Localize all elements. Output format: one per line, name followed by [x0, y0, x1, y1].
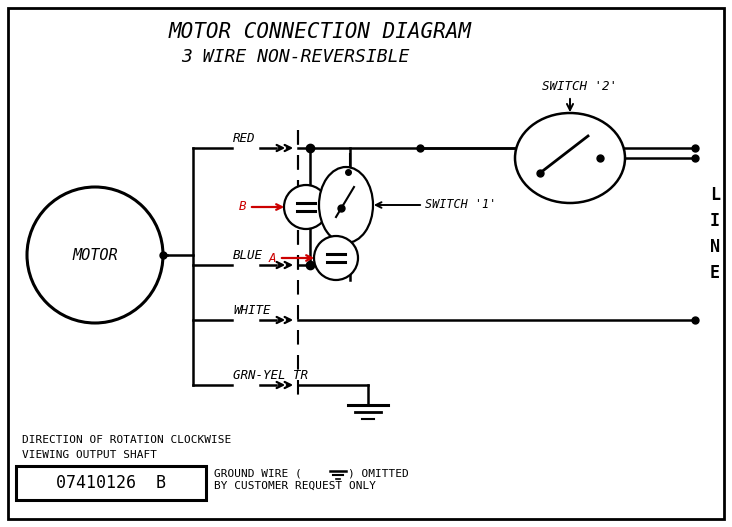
Text: DIRECTION OF ROTATION CLOCKWISE: DIRECTION OF ROTATION CLOCKWISE [22, 435, 231, 445]
Text: BLUE: BLUE [233, 249, 263, 262]
Circle shape [284, 185, 328, 229]
Text: WHITE: WHITE [233, 304, 271, 317]
Text: MOTOR: MOTOR [72, 248, 118, 262]
Text: SWITCH '1': SWITCH '1' [425, 199, 496, 211]
Ellipse shape [515, 113, 625, 203]
Text: 3 WIRE NON-REVERSIBLE: 3 WIRE NON-REVERSIBLE [181, 48, 409, 66]
Text: RED: RED [233, 132, 255, 145]
Text: B: B [239, 200, 246, 213]
Text: ) OMITTED: ) OMITTED [348, 468, 408, 478]
Ellipse shape [319, 167, 373, 243]
Text: GRN-YEL TR: GRN-YEL TR [233, 369, 308, 382]
Text: I: I [710, 212, 720, 230]
Text: GROUND WIRE (: GROUND WIRE ( [214, 468, 302, 478]
Text: VIEWING OUTPUT SHAFT: VIEWING OUTPUT SHAFT [22, 450, 157, 460]
Text: A: A [269, 251, 276, 265]
Circle shape [314, 236, 358, 280]
Text: E: E [710, 264, 720, 282]
Bar [16, 466, 206, 500]
Text: L: L [710, 186, 720, 204]
Text: MOTOR CONNECTION DIAGRAM: MOTOR CONNECTION DIAGRAM [168, 22, 471, 42]
Text: N: N [710, 238, 720, 256]
Text: 07410126  B: 07410126 B [56, 474, 166, 492]
Text: BY CUSTOMER REQUEST ONLY: BY CUSTOMER REQUEST ONLY [214, 481, 376, 491]
Text: SWITCH '2': SWITCH '2' [542, 80, 618, 93]
